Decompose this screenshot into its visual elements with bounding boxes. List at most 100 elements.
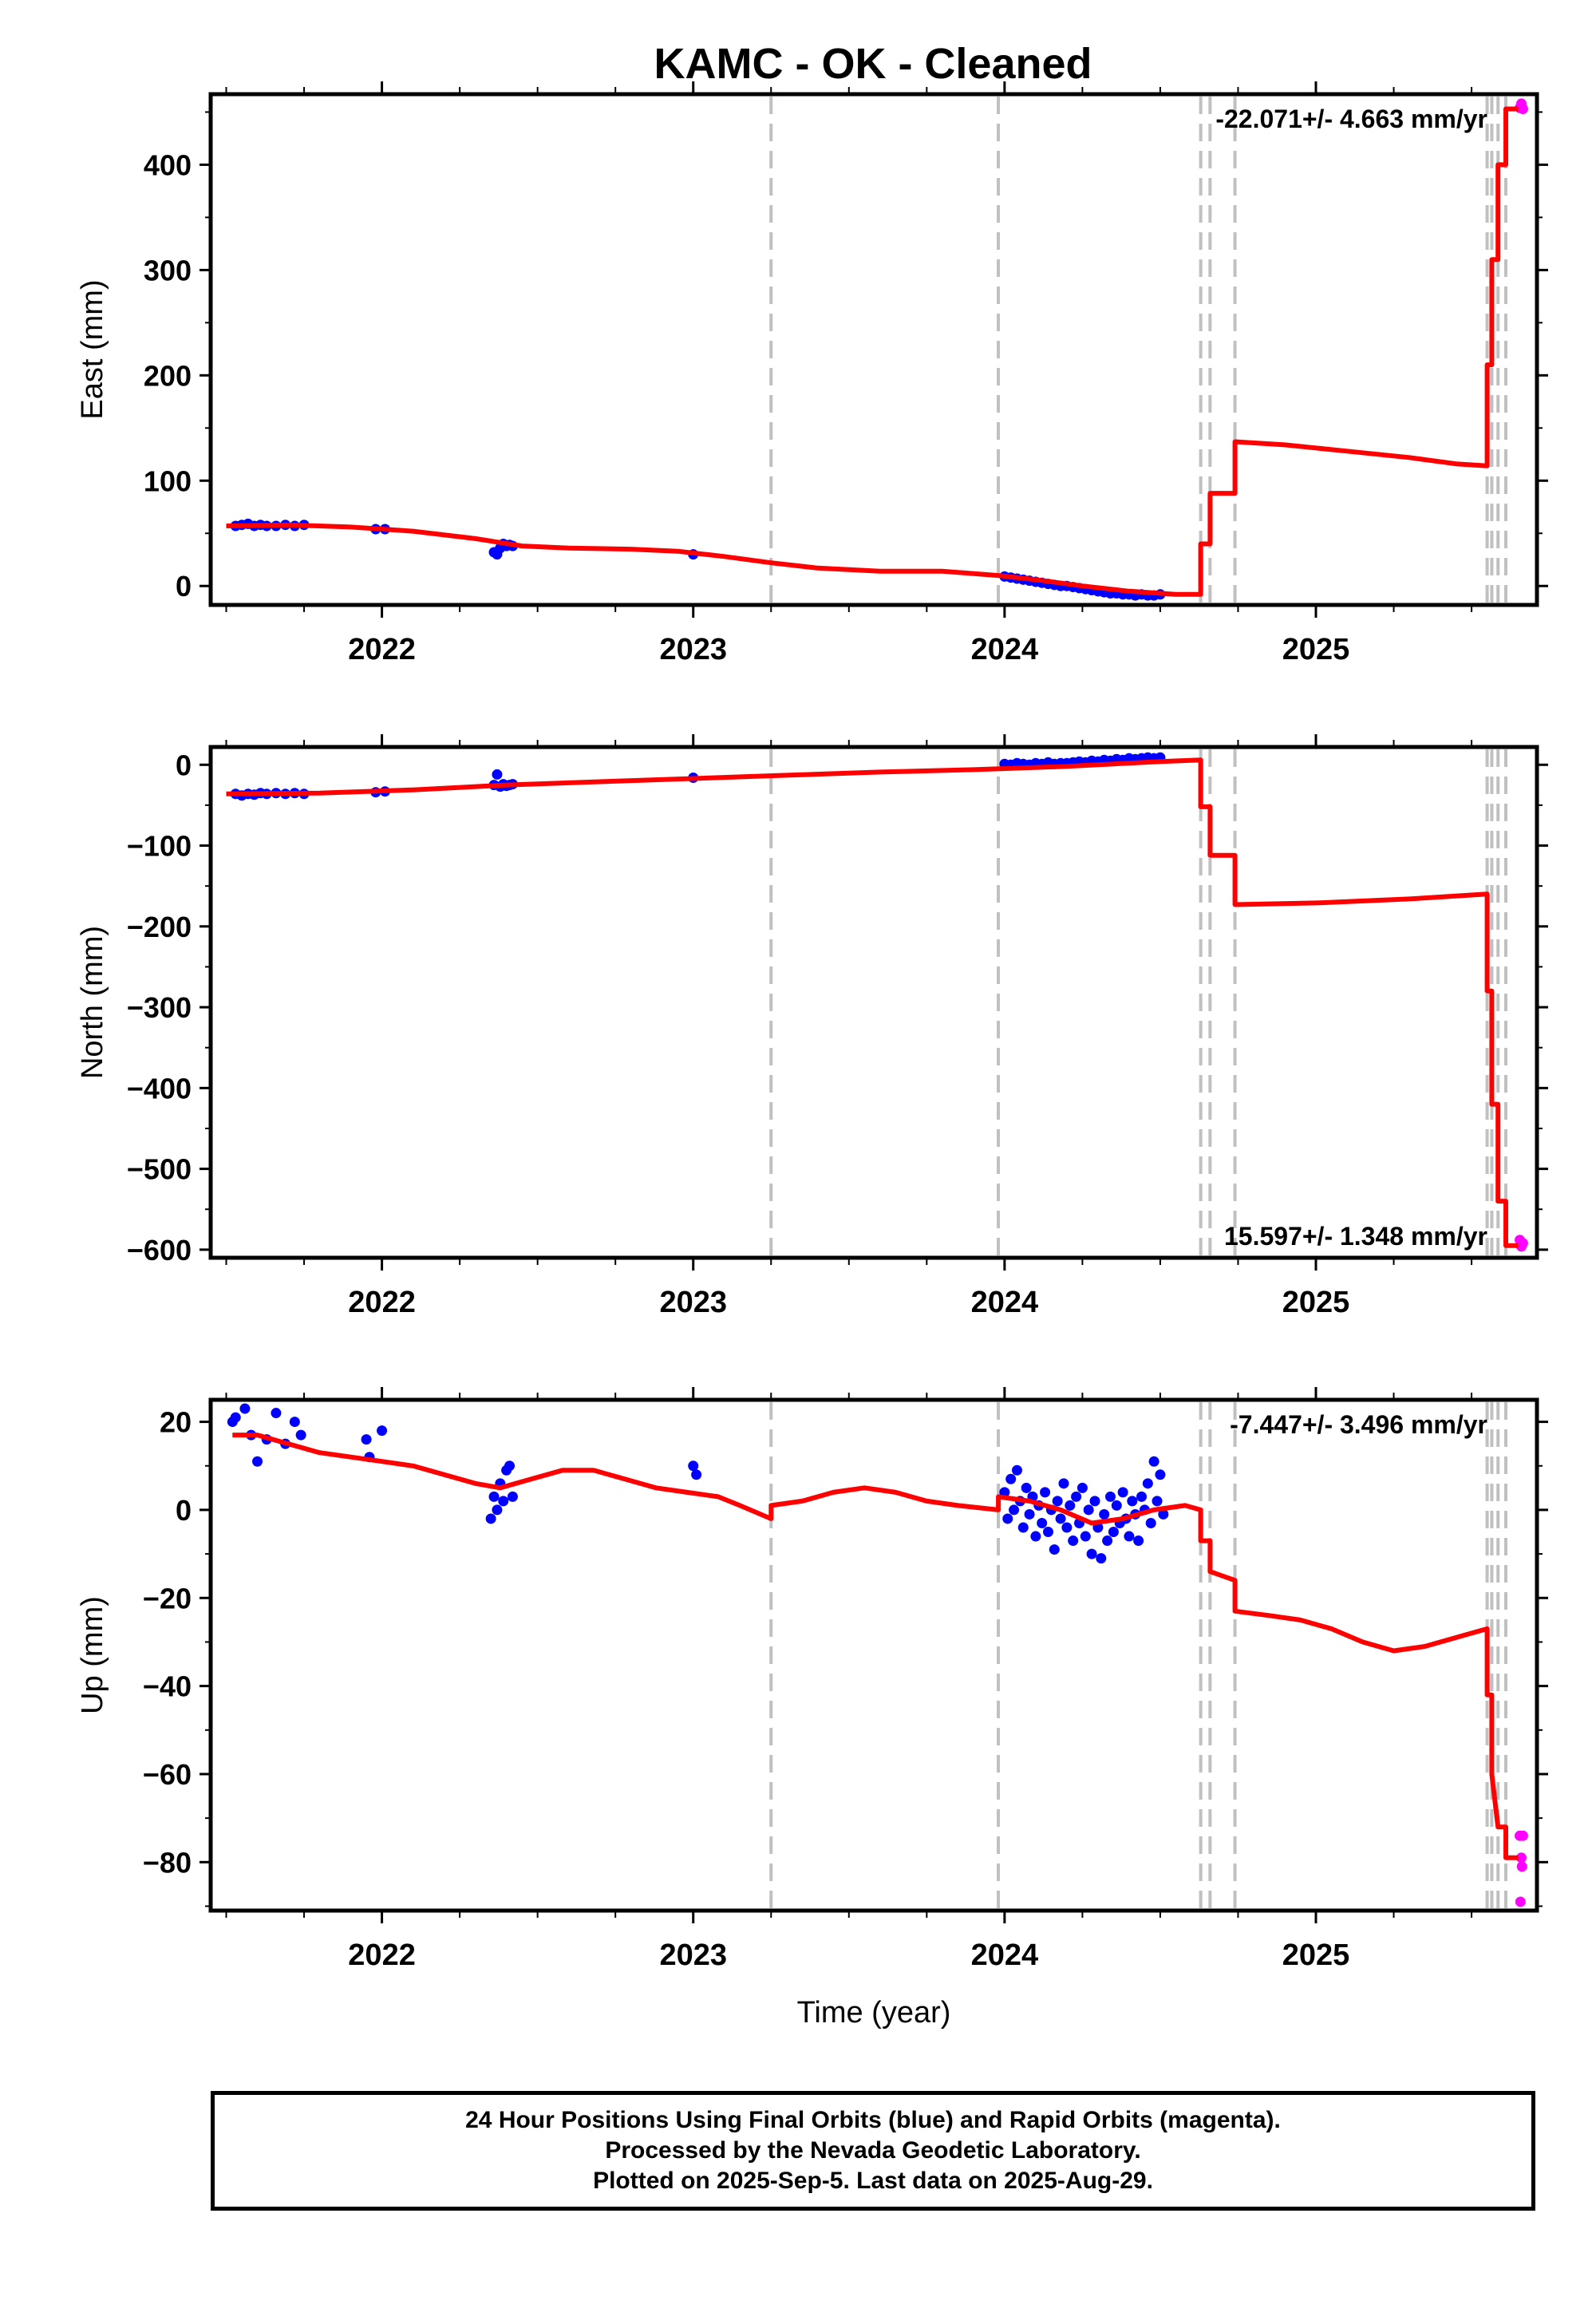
- final-orbit-point: [1005, 1473, 1017, 1484]
- final-orbit-point: [1158, 1508, 1169, 1520]
- final-orbit-point: [691, 1469, 702, 1480]
- plot-area: [226, 752, 1528, 1252]
- final-orbit-point: [1065, 1500, 1076, 1511]
- chart-title: KAMC - OK - Cleaned: [654, 40, 1092, 88]
- final-orbit-point: [1145, 1517, 1156, 1528]
- rapid-orbit-point: [1515, 1896, 1526, 1907]
- final-orbit-point: [1155, 1469, 1166, 1480]
- final-orbit-point: [1030, 1531, 1041, 1542]
- x-tick-label: 2023: [659, 1939, 727, 1972]
- plot-frame: [208, 745, 1539, 1260]
- final-orbit-point: [1009, 1504, 1020, 1516]
- final-orbit-point: [295, 1429, 306, 1441]
- y-tick-label: −60: [143, 1758, 192, 1791]
- final-orbit-point: [377, 1425, 388, 1437]
- x-tick-label: 2022: [348, 633, 416, 666]
- plot-frame: [208, 92, 1539, 607]
- y-tick-label: −40: [143, 1670, 192, 1703]
- final-orbit-point: [1117, 1487, 1128, 1498]
- y-tick-label: −100: [127, 830, 192, 863]
- y-axis-label: East (mm): [76, 279, 109, 419]
- final-orbit-point: [1096, 1553, 1107, 1564]
- y-tick-label: 100: [144, 464, 192, 497]
- final-orbit-point: [492, 769, 503, 780]
- y-tick-label: −20: [143, 1582, 192, 1614]
- final-orbit-point: [1071, 1491, 1082, 1502]
- rate-label: 15.597+/- 1.348 mm/yr: [1224, 1222, 1487, 1251]
- x-tick-label: 2022: [348, 1939, 416, 1972]
- final-orbit-point: [1077, 1482, 1088, 1493]
- final-orbit-point: [1061, 1522, 1073, 1533]
- rate-label: -22.071+/- 4.663 mm/yr: [1215, 105, 1487, 133]
- final-orbit-point: [1099, 1508, 1110, 1520]
- y-tick-label: −200: [127, 911, 192, 943]
- final-orbit-point: [1111, 1500, 1122, 1511]
- panel-north: −600 −500 −400 −300 −200 −100 0 2022 2023 2024 202…: [76, 734, 1548, 1319]
- final-orbit-point: [1049, 1544, 1060, 1555]
- final-orbit-point: [1105, 1491, 1116, 1502]
- final-orbit-point: [289, 1417, 300, 1428]
- x-tick-label: 2022: [348, 1286, 416, 1319]
- final-orbit-point: [1052, 1496, 1063, 1507]
- final-orbit-point: [1127, 1496, 1138, 1507]
- final-orbit-point: [488, 1491, 500, 1502]
- footer-line-2: Processed by the Nevada Geodetic Laborat…: [605, 2137, 1141, 2164]
- final-orbit-point: [1058, 1478, 1069, 1489]
- final-orbit-point: [252, 1456, 263, 1467]
- y-tick-label: −300: [127, 991, 192, 1024]
- y-tick-label: −600: [127, 1234, 192, 1267]
- plot-area: [226, 98, 1528, 601]
- final-orbit-point: [492, 1504, 503, 1516]
- x-tick-label: 2024: [971, 633, 1039, 666]
- model-line: [226, 757, 1519, 1248]
- plot-area: [227, 1403, 1528, 1907]
- final-orbit-point: [507, 1491, 518, 1502]
- final-orbit-point: [361, 1434, 372, 1445]
- final-orbit-point: [688, 1460, 699, 1472]
- x-axis-label: Time (year): [797, 1996, 951, 2029]
- y-tick-label: −400: [127, 1072, 192, 1105]
- final-orbit-point: [1152, 1496, 1163, 1507]
- y-tick-label: −80: [143, 1846, 192, 1879]
- rapid-orbit-point: [1515, 1852, 1527, 1863]
- y-tick-label: 400: [144, 148, 192, 181]
- model-line: [232, 1433, 1519, 1860]
- y-tick-label: 0: [176, 749, 192, 781]
- x-tick-label: 2025: [1282, 1939, 1350, 1972]
- x-tick-label: 2025: [1282, 633, 1350, 666]
- final-orbit-point: [1024, 1508, 1035, 1520]
- rapid-orbit-point: [1516, 1861, 1527, 1872]
- final-orbit-point: [1148, 1456, 1159, 1467]
- rate-label: -7.447+/- 3.496 mm/yr: [1230, 1410, 1487, 1439]
- x-tick-label: 2025: [1282, 1286, 1350, 1319]
- final-orbit-point: [1136, 1491, 1148, 1502]
- final-orbit-point: [1102, 1535, 1113, 1547]
- x-tick-label: 2024: [971, 1939, 1039, 1972]
- final-orbit-point: [1040, 1487, 1051, 1498]
- x-tick-label: 2023: [659, 633, 727, 666]
- footer-line-3: Plotted on 2025-Sep-5. Last data on 2025…: [593, 2168, 1153, 2194]
- final-orbit-point: [1142, 1478, 1153, 1489]
- y-tick-label: 20: [160, 1406, 192, 1439]
- rapid-orbit-point: [1517, 1830, 1528, 1841]
- footer-line-1: 24 Hour Positions Using Final Orbits (bl…: [465, 2107, 1281, 2133]
- panel-east: 0 100 200 300 400 2022 2023 2024 2025 East (mm) -2…: [76, 81, 1548, 666]
- rapid-orbit-point: [1517, 1238, 1528, 1249]
- final-orbit-point: [504, 1460, 516, 1472]
- plot-frame: [208, 1397, 1539, 1913]
- final-orbit-point: [1124, 1531, 1135, 1542]
- model-line: [226, 106, 1519, 597]
- final-orbit-point: [1080, 1531, 1091, 1542]
- y-tick-label: 200: [144, 359, 192, 392]
- final-orbit-point: [1068, 1535, 1079, 1547]
- footer-caption: 24 Hour Positions Using Final Orbits (bl…: [211, 2091, 1535, 2211]
- final-orbit-point: [498, 1496, 509, 1507]
- y-axis-label: Up (mm): [76, 1596, 109, 1714]
- final-orbit-point: [1011, 1464, 1022, 1476]
- panel-up: −80 −60 −40 −20 0 20 2022 2023 2024 2025 Up (mm) Ti…: [76, 1387, 1548, 2029]
- y-tick-label: 0: [176, 570, 192, 603]
- final-orbit-point: [230, 1412, 241, 1423]
- final-orbit-point: [1055, 1513, 1066, 1524]
- final-orbit-point: [1089, 1496, 1100, 1507]
- y-tick-label: 0: [176, 1494, 192, 1527]
